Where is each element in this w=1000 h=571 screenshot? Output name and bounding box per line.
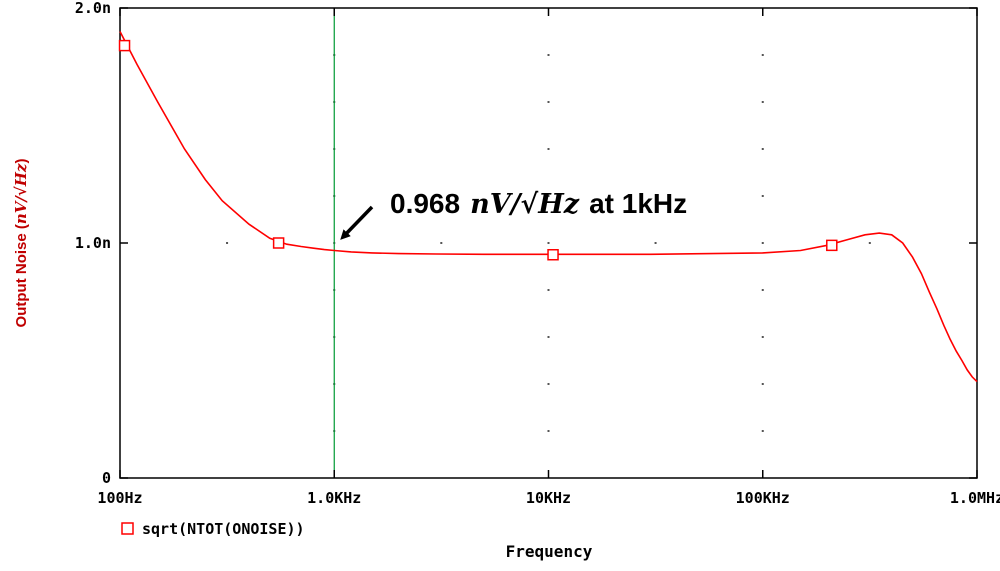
annotation-arrow [340,205,374,240]
grid-dot [547,148,550,150]
grid-dot [761,383,764,385]
grid-dot [868,242,871,244]
legend-label: sqrt(NTOT(ONOISE)) [142,520,305,538]
series-markers [118,39,838,261]
grid-dots [226,54,871,432]
annotation-text: 0.968 nV/√Hz at 1kHz [390,188,687,220]
grid-dot [547,383,550,385]
x-axis-label: Frequency [506,542,593,561]
annotation-value: 0.968 [390,188,460,219]
y-axis-label: Output Noise (nV/√Hz) [12,159,30,328]
grid-dot [547,101,550,103]
series-marker [826,239,838,252]
annotation-suffix: at 1kHz [589,188,687,219]
grid-dot [226,242,229,244]
series-line-sqrt-ntot-onoise [119,31,978,383]
grid-dot [654,242,657,244]
x-tick-labels: 100Hz 1.0KHz 10KHz 100KHz 1.0MHz [97,489,1000,507]
x-tick-label: 1.0KHz [307,489,361,507]
axis-ticks [119,7,978,479]
series-marker [272,237,285,249]
y-tick-label: 1.0n [75,234,111,252]
x-tick-label: 1.0MHz [950,489,1000,507]
annotation-unit: nV/√Hz [470,189,580,220]
grid-dot [761,430,764,432]
legend-marker-icon [121,522,134,535]
y-tick-label: 2.0n [75,0,111,17]
grid-dot [547,430,550,432]
x-tick-label: 100KHz [736,489,790,507]
grid-dot [761,289,764,291]
series-marker [118,39,131,52]
grid-dot [547,289,550,291]
grid-dot [761,101,764,103]
grid-dot [547,242,550,244]
x-tick-label: 100Hz [97,489,142,507]
grid-dot [547,54,550,56]
y-axis-label-unit: nV/√Hz [12,163,30,224]
grid-dot [761,336,764,338]
grid-dot [440,242,443,244]
grid-dot [761,54,764,56]
series-marker [547,249,559,261]
x-tick-label: 10KHz [526,489,571,507]
y-axis-label-prefix: Output Noise ( [13,224,30,327]
grid-dot [761,148,764,150]
y-axis-label-suffix: ) [13,159,30,164]
grid-dot [547,195,550,197]
y-tick-label: 0 [102,469,111,487]
y-tick-labels: 0 1.0n 2.0n [75,0,111,487]
grid-dot [761,195,764,197]
grid-dot [761,242,764,244]
grid-dot [547,336,550,338]
